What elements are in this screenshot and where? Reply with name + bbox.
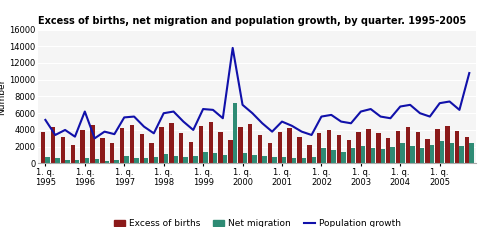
Bar <box>336 135 340 163</box>
Bar <box>395 131 399 163</box>
Bar <box>60 137 65 163</box>
Bar <box>311 157 315 163</box>
Bar <box>415 133 419 163</box>
Bar <box>213 153 217 163</box>
Bar <box>429 145 433 163</box>
Bar <box>257 135 262 163</box>
Bar <box>434 129 439 163</box>
Bar <box>238 127 242 163</box>
Y-axis label: Number: Number <box>0 78 7 115</box>
Bar <box>222 155 227 163</box>
Bar <box>203 152 207 163</box>
Bar <box>104 161 109 163</box>
Bar <box>375 133 380 163</box>
Bar <box>144 158 148 163</box>
Bar <box>449 143 453 163</box>
Bar <box>80 130 84 163</box>
Bar <box>75 160 79 163</box>
Bar <box>120 128 124 163</box>
Bar <box>130 125 134 163</box>
Bar <box>262 156 266 163</box>
Bar <box>350 148 355 163</box>
Bar <box>454 131 458 163</box>
Bar <box>173 156 178 163</box>
Bar <box>356 133 360 163</box>
Bar <box>405 127 409 163</box>
Text: Excess of births, net migration and population growth, by quarter. 1995-2005: Excess of births, net migration and popu… <box>38 16 466 26</box>
Bar <box>189 142 193 163</box>
Bar <box>272 157 276 163</box>
Bar <box>287 128 291 163</box>
Bar <box>419 148 423 163</box>
Bar <box>71 145 75 163</box>
Bar <box>326 130 331 163</box>
Bar <box>340 152 345 163</box>
Bar <box>458 146 463 163</box>
Bar <box>277 132 281 163</box>
Bar <box>55 158 60 163</box>
Bar <box>252 155 256 163</box>
Bar <box>159 127 163 163</box>
Bar <box>84 158 89 163</box>
Bar <box>297 137 301 163</box>
Bar <box>424 139 429 163</box>
Bar <box>409 146 414 163</box>
Bar <box>267 143 272 163</box>
Bar <box>316 133 321 163</box>
Bar <box>198 126 203 163</box>
Bar <box>208 122 213 163</box>
Bar <box>169 123 173 163</box>
Bar <box>124 156 129 163</box>
Bar <box>444 126 449 163</box>
Bar <box>307 145 311 163</box>
Bar <box>365 129 370 163</box>
Bar <box>45 157 50 163</box>
Bar <box>385 138 390 163</box>
Bar <box>95 159 99 163</box>
Bar <box>218 132 222 163</box>
Bar <box>301 158 305 163</box>
Bar <box>439 141 443 163</box>
Bar <box>321 148 325 163</box>
Bar <box>464 137 468 163</box>
Bar <box>154 157 158 163</box>
Bar <box>468 143 473 163</box>
Bar <box>110 143 114 163</box>
Bar <box>370 148 374 163</box>
Bar <box>41 132 45 163</box>
Bar <box>390 147 394 163</box>
Bar <box>228 140 232 163</box>
Bar <box>114 160 119 163</box>
Bar <box>149 143 154 163</box>
Bar <box>163 154 168 163</box>
Bar <box>331 150 335 163</box>
Bar <box>232 103 237 163</box>
Bar <box>51 127 55 163</box>
Bar <box>90 125 95 163</box>
Bar <box>380 149 384 163</box>
Bar <box>65 160 70 163</box>
Bar <box>360 146 364 163</box>
Bar <box>346 140 350 163</box>
Bar <box>291 158 296 163</box>
Bar <box>399 143 404 163</box>
Legend: Excess of births, Net migration, Population growth: Excess of births, Net migration, Populat… <box>114 219 400 227</box>
Bar <box>242 153 246 163</box>
Bar <box>179 133 183 163</box>
Bar <box>183 157 188 163</box>
Bar <box>281 157 286 163</box>
Bar <box>248 124 252 163</box>
Bar <box>139 134 144 163</box>
Bar <box>100 138 104 163</box>
Bar <box>134 158 138 163</box>
Bar <box>193 156 197 163</box>
